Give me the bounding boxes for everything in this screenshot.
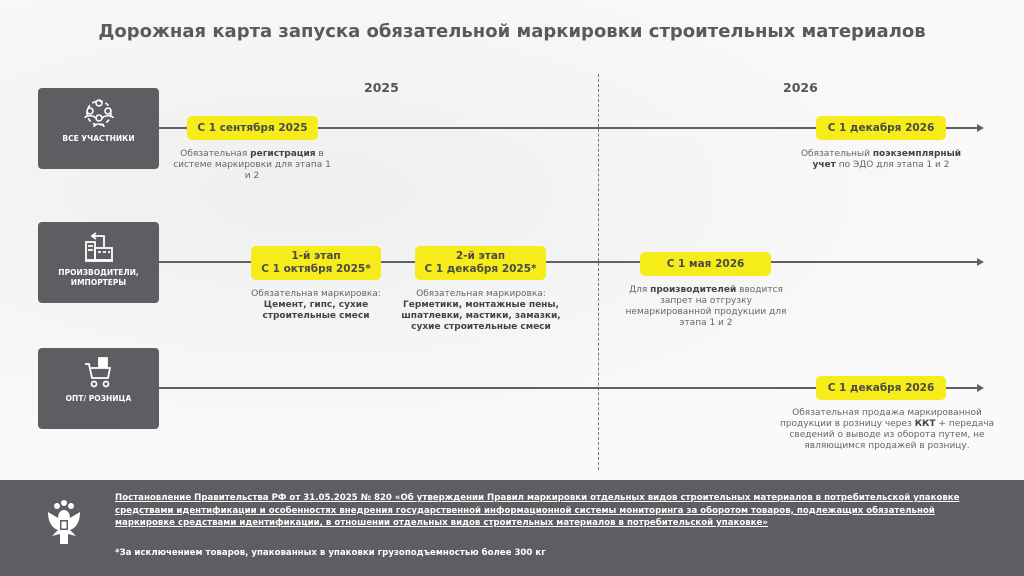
milestone-description: Обязательный поэкземплярный учет по ЭДО … xyxy=(800,149,962,170)
category-producers: ПРОИЗВОДИТЕЛИ, ИМПОРТЕРЫ xyxy=(38,222,159,303)
category-all-participants: ВСЕ УЧАСТНИКИ xyxy=(38,88,159,169)
milestone-sep-2025: С 1 сентября 2025 xyxy=(187,116,318,140)
category-label-line1: ПРОИЗВОДИТЕЛИ, xyxy=(58,268,139,277)
milestone-may-2026: С 1 мая 2026 xyxy=(640,252,771,276)
milestone-dec-2026-retail: С 1 декабря 2026 xyxy=(816,376,946,400)
year-2025: 2025 xyxy=(364,80,399,95)
milestone-description: Обязательная продажа маркированной проду… xyxy=(779,408,995,451)
shopping-cart-icon xyxy=(84,357,111,388)
year-2026: 2026 xyxy=(783,80,818,95)
footer: Постановление Правительства РФ от 31.05.… xyxy=(0,480,1024,576)
category-label: ВСЕ УЧАСТНИКИ xyxy=(62,134,135,143)
milestone-description: Для производителей вводится запрет на от… xyxy=(625,285,787,328)
factory-icon xyxy=(84,232,113,262)
milestone-stage1: 1-й этап С 1 октября 2025* xyxy=(251,246,381,280)
milestone-description: Обязательная маркировка: Цемент, гипс, су… xyxy=(251,289,381,321)
year-divider xyxy=(598,74,599,470)
background xyxy=(0,0,1024,480)
category-label-line2: ИМПОРТЕРЫ xyxy=(70,278,127,287)
milestone-stage2: 2-й этап С 1 декабря 2025* xyxy=(415,246,546,280)
timeline-producers xyxy=(158,258,984,265)
people-network-icon xyxy=(83,99,114,128)
law-reference-link[interactable]: Постановление Правительства РФ от 31.05.… xyxy=(115,493,960,528)
milestone-dec-2026-all: С 1 декабря 2026 xyxy=(816,116,946,140)
page-title: Дорожная карта запуска обязательной марк… xyxy=(98,21,926,42)
category-retail: ОПТ/ РОЗНИЦА xyxy=(38,348,159,429)
category-label: ОПТ/ РОЗНИЦА xyxy=(65,394,132,403)
timeline-all xyxy=(158,124,984,131)
timeline-retail xyxy=(158,384,984,391)
milestone-description: Обязательная регистрация в системе марки… xyxy=(173,149,331,181)
footnote: *За исключением товаров, упакованных в у… xyxy=(115,548,546,558)
milestone-description: Обязательная маркировка: Герметики, монта… xyxy=(401,289,561,332)
coat-of-arms-icon xyxy=(48,500,80,544)
